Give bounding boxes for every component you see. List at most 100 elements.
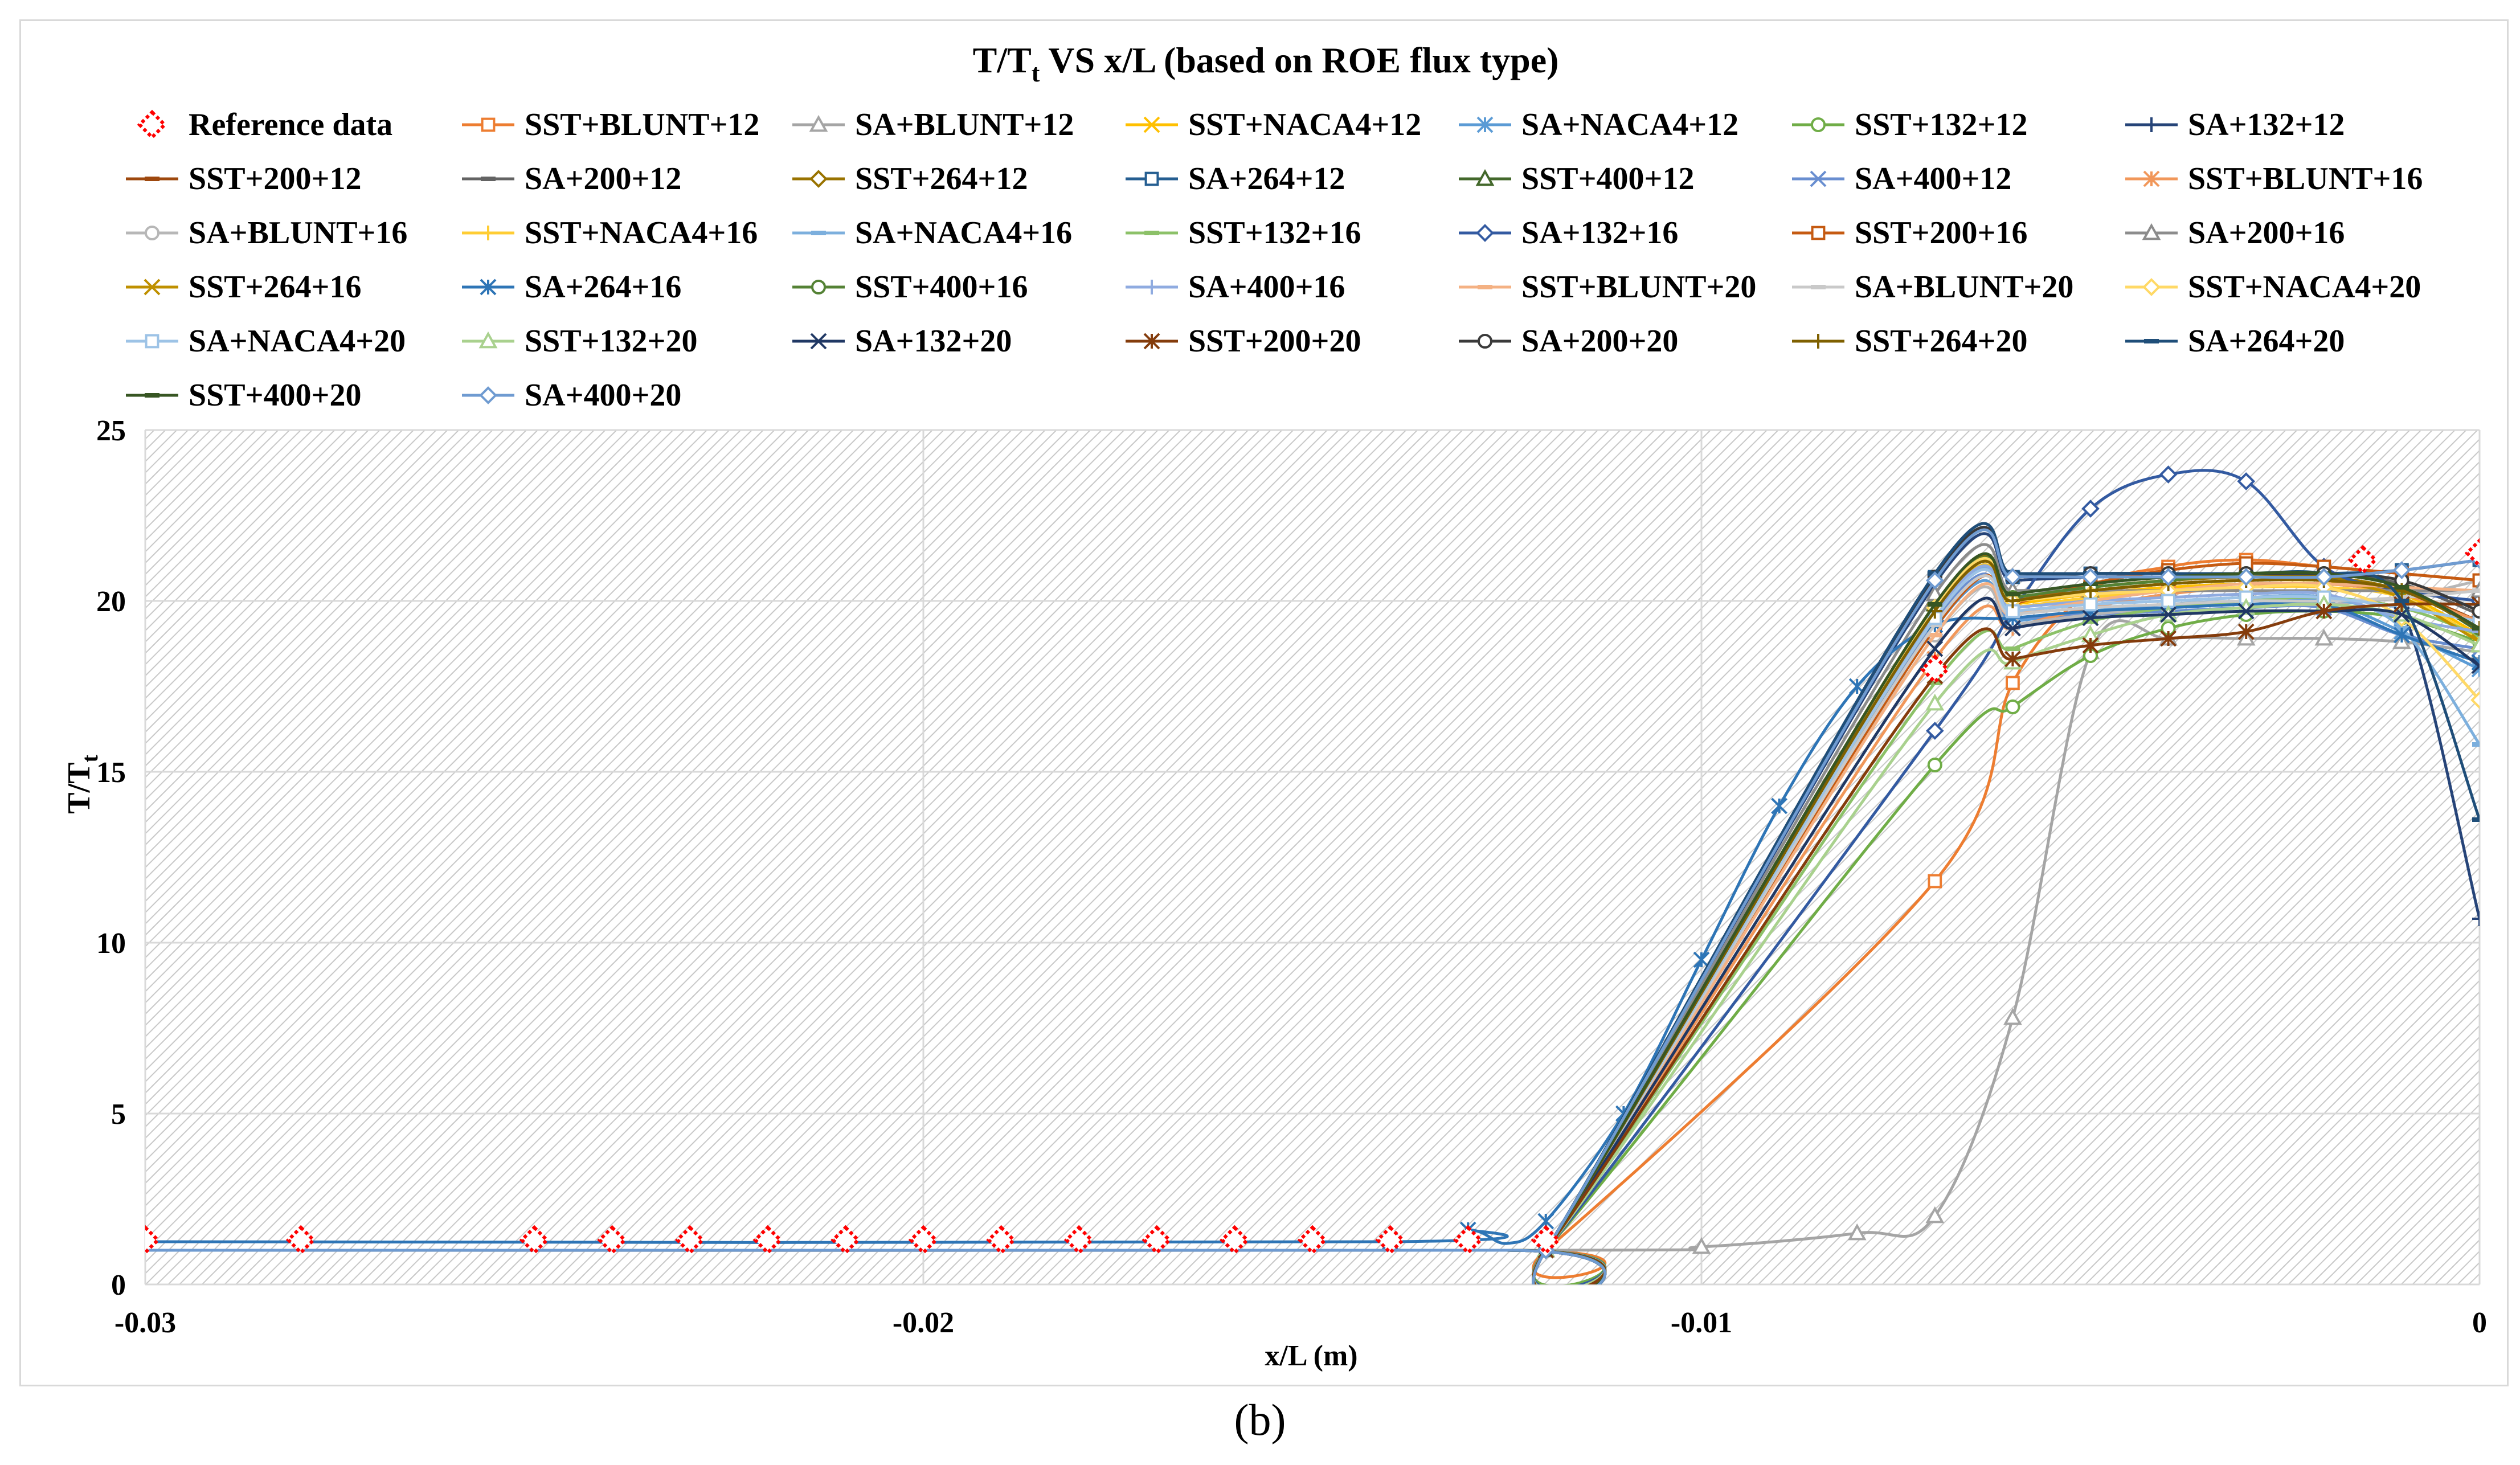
legend-item-sst-400-20: SST+400+20	[126, 378, 361, 413]
legend-marker	[1144, 280, 1159, 294]
data-point	[2081, 568, 2100, 586]
legend-item-sst-400-16: SST+400+16	[792, 269, 1028, 305]
data-point	[2472, 603, 2480, 619]
legend-label: SST+200+16	[1855, 215, 2027, 251]
legend-marker	[809, 170, 828, 188]
data-point	[1063, 1225, 1094, 1255]
data-point	[2471, 654, 2480, 671]
y-tick-label: 25	[96, 415, 126, 447]
legend-item-sa-400-16: SA+400+16	[1126, 269, 1345, 305]
data-point	[1692, 1237, 1711, 1254]
legend-item-sst-blunt-16: SST+BLUNT+16	[2125, 161, 2423, 197]
data-point	[1925, 722, 1944, 740]
data-point	[2347, 545, 2378, 575]
legend-item-sst-200-12: SST+200+12	[126, 161, 361, 197]
legend-item-sa-200-16: SA+200+16	[2125, 215, 2345, 251]
legend-label: SST+NACA4+16	[525, 215, 758, 251]
data-point	[2314, 628, 2334, 646]
legend-item-sa-blunt-20: SA+BLUNT+20	[1792, 269, 2073, 305]
legend-label: SA+264+12	[1188, 161, 1345, 197]
legend-label: SA+NACA4+16	[855, 215, 1072, 251]
legend-marker	[481, 226, 496, 240]
data-point	[2314, 568, 2333, 586]
legend-item-sst-132-16: SST+132+16	[1126, 215, 1361, 251]
legend-item-sa-264-12: SA+264+12	[1126, 161, 1345, 197]
legend-label: SA+400+12	[1855, 161, 2011, 197]
data-point	[285, 1225, 316, 1255]
data-point	[831, 1225, 861, 1255]
x-tick-label: 0	[2472, 1307, 2487, 1339]
data-point	[1531, 1225, 1561, 1255]
axis-ticks: 0 5 10 15 20 25 -0.03 -0.02 -0.01 0	[96, 415, 2487, 1339]
legend-label: SA+200+20	[1521, 324, 1678, 359]
chart-legend: Reference data SST+BLUNT+12 SA+BLUNT+12 SST…	[126, 107, 2423, 413]
legend-label: SA+400+16	[1188, 269, 1345, 305]
legend-marker	[1144, 171, 1159, 186]
legend-label: SA+132+20	[855, 324, 1012, 359]
data-point	[1220, 1225, 1250, 1255]
series-group	[145, 465, 2480, 1284]
legend-label: SST+264+12	[855, 161, 1028, 197]
legend-marker	[481, 117, 496, 132]
legend-label: SST+400+20	[189, 378, 361, 413]
series-line	[145, 528, 2480, 1284]
legend-label: SST+132+12	[1855, 107, 2027, 142]
data-point	[1925, 693, 1945, 711]
data-point	[2237, 603, 2255, 620]
legend-label: SA+BLUNT+16	[189, 215, 407, 251]
data-point	[2471, 661, 2480, 678]
data-point	[2006, 676, 2020, 690]
data-point	[1142, 1225, 1172, 1255]
data-point	[2237, 472, 2256, 490]
data-point	[2472, 614, 2480, 629]
data-point	[2082, 609, 2099, 627]
legend-marker	[2143, 170, 2160, 187]
data-point	[2004, 650, 2021, 668]
legend-label: SST+NACA4+12	[1188, 107, 1421, 142]
chart-title: T/Tt VS x/L (based on ROE flux type)	[973, 40, 1559, 87]
data-point	[2470, 691, 2480, 709]
data-point	[145, 1225, 161, 1255]
data-point	[2083, 597, 2098, 612]
legend-marker	[1810, 170, 1827, 187]
data-point	[2081, 500, 2100, 518]
legend-item-sst-264-20: SST+264+20	[1792, 324, 2027, 359]
legend-item-sa-132-16: SA+132+16	[1459, 215, 1678, 251]
legend-item-sa-200-20: SA+200+20	[1459, 324, 1678, 359]
data-point	[1297, 1225, 1328, 1255]
data-point	[2005, 699, 2020, 715]
legend-marker	[1143, 333, 1160, 350]
data-point	[2159, 568, 2178, 586]
y-tick-label: 20	[96, 586, 126, 618]
data-point	[1926, 640, 1944, 657]
legend-label: SST+264+16	[189, 269, 361, 305]
legend-item-sst-400-12: SST+400+12	[1459, 161, 1694, 197]
legend-label: SST+400+16	[855, 269, 1028, 305]
legend-marker	[480, 279, 497, 296]
legend-item-sa-264-16: SA+264+16	[462, 269, 681, 305]
data-point	[1925, 571, 1944, 590]
legend-marker	[2144, 117, 2159, 132]
legend-item-sst-264-12: SST+264+12	[792, 161, 1028, 197]
legend-item-sst-132-20: SST+132+20	[462, 324, 697, 359]
legend-item-sa-200-12: SA+200+12	[462, 161, 681, 197]
data-point	[1920, 654, 1950, 685]
series-reference-data	[145, 538, 2480, 1255]
data-point	[2082, 637, 2099, 654]
legend-marker	[2142, 278, 2161, 296]
legend-marker	[1477, 333, 1493, 349]
y-tick-label: 10	[96, 927, 126, 960]
legend-marker	[2142, 223, 2161, 240]
data-point	[1925, 1206, 1945, 1223]
data-point	[2159, 465, 2178, 484]
legend-marker	[479, 386, 497, 404]
legend-label: SA+200+16	[2188, 215, 2345, 251]
chart-frame: T/Tt VS x/L (based on ROE flux type) Ref…	[19, 19, 2509, 1386]
data-point	[2004, 620, 2021, 637]
legend-label: SST+200+12	[189, 161, 361, 197]
x-tick-label: -0.01	[1671, 1307, 1732, 1339]
data-point	[2393, 627, 2410, 644]
data-point	[908, 1225, 939, 1255]
data-point	[674, 1225, 705, 1255]
legend-item-sst-200-20: SST+200+20	[1126, 324, 1361, 359]
